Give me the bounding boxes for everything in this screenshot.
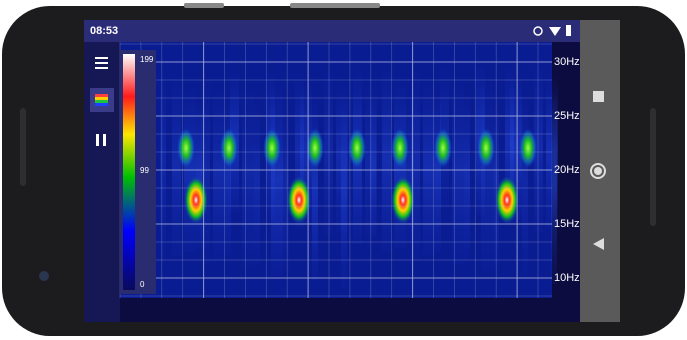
noise-streak bbox=[184, 86, 196, 252]
button bbox=[184, 3, 224, 8]
home-button-dot bbox=[594, 167, 602, 175]
battery-icon bbox=[566, 25, 571, 36]
colorbar-label: 0 bbox=[140, 280, 145, 289]
noise-streak bbox=[213, 85, 225, 260]
y-tick-label: 30Hz bbox=[554, 56, 580, 68]
weak-blob bbox=[306, 128, 324, 168]
strong-blob bbox=[391, 176, 415, 224]
noise-streak bbox=[201, 72, 210, 264]
signal bbox=[177, 128, 537, 224]
noise-streak bbox=[324, 68, 333, 236]
recents-button[interactable] bbox=[593, 91, 604, 102]
colorbar-label: 99 bbox=[140, 166, 149, 175]
menu-button[interactable] bbox=[95, 57, 108, 69]
noise-streak bbox=[534, 61, 543, 232]
pause-button[interactable] bbox=[96, 134, 106, 146]
speaker bbox=[20, 108, 26, 186]
home-button[interactable] bbox=[590, 163, 606, 179]
noise bbox=[160, 60, 558, 288]
weak-blob bbox=[391, 128, 409, 168]
noise-streak bbox=[481, 76, 493, 272]
y-tick-label: 25Hz bbox=[554, 110, 580, 122]
weak-blob bbox=[348, 128, 366, 168]
x-axis-area bbox=[120, 298, 580, 322]
noise-streak bbox=[551, 87, 557, 284]
y-tick-label: 15Hz bbox=[554, 218, 580, 230]
colorbar-label: 199 bbox=[140, 55, 154, 64]
y-tick-label: 10Hz bbox=[554, 272, 580, 284]
weak-blob bbox=[519, 128, 537, 168]
strong-blob bbox=[287, 176, 311, 224]
noise-streak bbox=[406, 92, 412, 244]
noise-streak bbox=[370, 93, 376, 236]
noise-streak bbox=[435, 91, 441, 252]
toolbar bbox=[84, 42, 120, 322]
noise-streak bbox=[493, 89, 499, 268]
noise-streak bbox=[522, 88, 528, 276]
weak-blob bbox=[177, 128, 195, 168]
speaker bbox=[650, 108, 656, 226]
noise-streak bbox=[312, 95, 318, 280]
noise-streak bbox=[382, 66, 391, 252]
noise-streak bbox=[172, 73, 181, 256]
noise-streak bbox=[341, 94, 347, 288]
camera bbox=[39, 271, 49, 281]
noise-streak bbox=[464, 90, 470, 260]
noise-streak bbox=[225, 98, 231, 256]
noise-streak bbox=[505, 62, 514, 224]
y-tick-label: 20Hz bbox=[554, 164, 580, 176]
noise-streak bbox=[283, 96, 289, 272]
back-button[interactable] bbox=[593, 238, 604, 250]
status-time: 08:53 bbox=[90, 25, 118, 37]
button bbox=[290, 3, 380, 8]
noise-streak bbox=[411, 65, 420, 260]
noise-streak bbox=[160, 60, 166, 260]
strong-blob bbox=[184, 176, 208, 224]
spectrum-button[interactable] bbox=[90, 88, 114, 112]
vibrate-icon bbox=[533, 26, 543, 36]
weak-blob bbox=[477, 128, 495, 168]
noise-streak bbox=[295, 69, 304, 228]
grid bbox=[119, 42, 552, 298]
strong-blob bbox=[495, 176, 519, 224]
noise-streak bbox=[242, 84, 254, 268]
weak-blob bbox=[434, 128, 452, 168]
noise-streak bbox=[423, 78, 435, 256]
noise-streak bbox=[196, 99, 202, 248]
weak-blob bbox=[263, 128, 281, 168]
noise-streak bbox=[271, 83, 283, 276]
wifi-icon bbox=[549, 27, 561, 36]
noise-streak bbox=[254, 97, 260, 264]
status-bar bbox=[84, 20, 580, 42]
weak-blob bbox=[220, 128, 238, 168]
colorbar bbox=[123, 54, 135, 290]
